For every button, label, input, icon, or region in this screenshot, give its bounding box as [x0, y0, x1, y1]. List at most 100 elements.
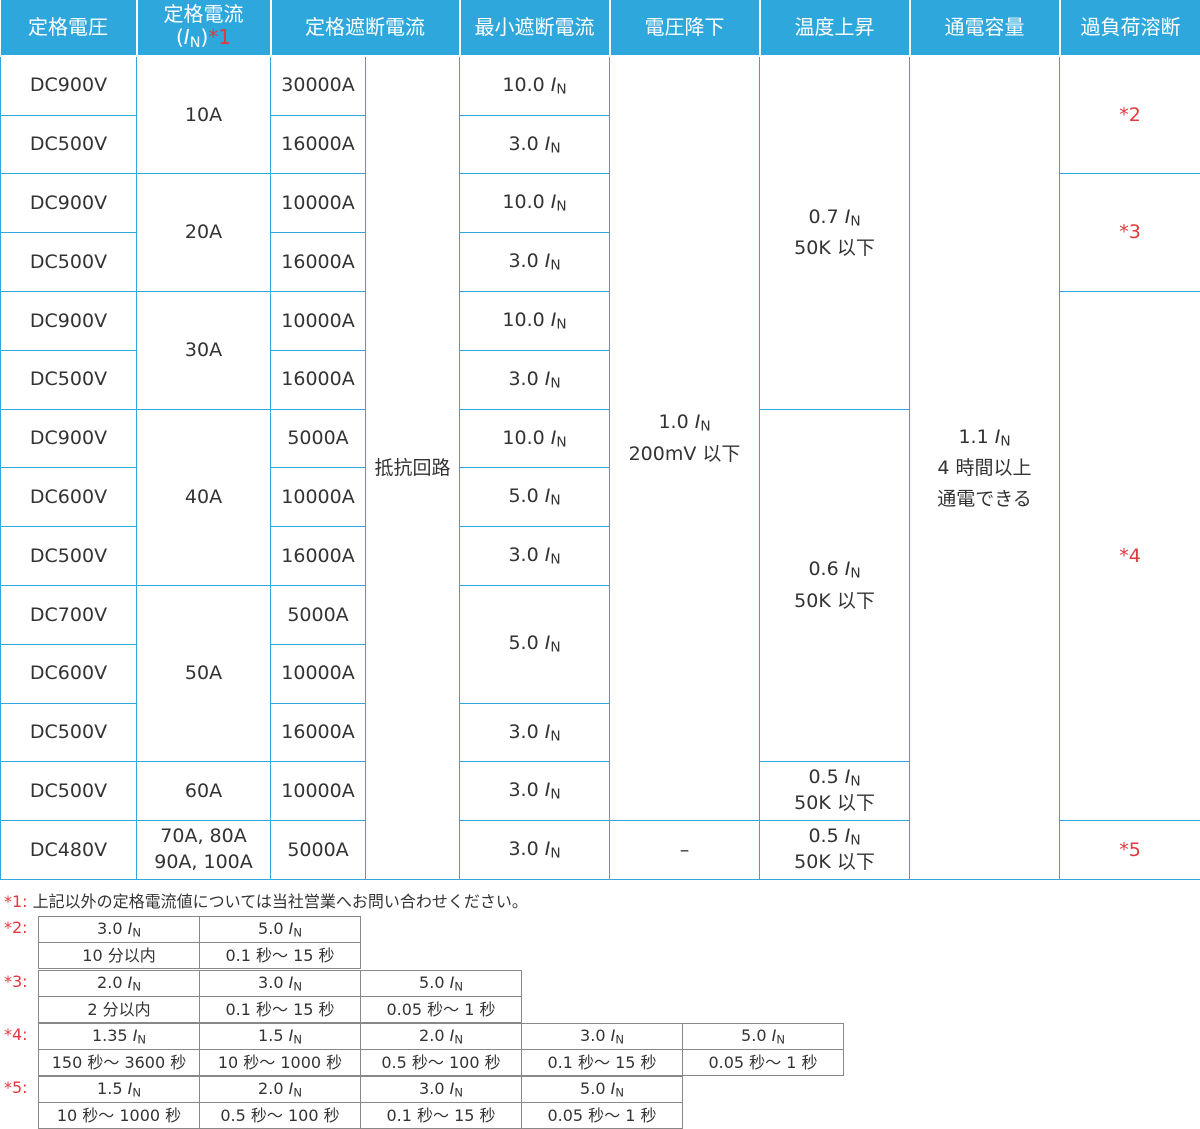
note-value: 3.0: [97, 919, 122, 938]
note-time-cell: 0.5 秒～ 100 秒: [361, 1050, 522, 1076]
tr-value: 0.5: [808, 766, 838, 788]
note-time-cell: 0.05 秒～ 1 秒: [361, 997, 522, 1023]
table-row: 3.0 IN 5.0 IN: [39, 917, 361, 943]
tr-limit: 50K 以下: [794, 792, 875, 814]
note-current-cell: 2.0 IN: [39, 971, 200, 997]
min-value: 10.0: [502, 309, 544, 331]
table-row: 10 分以内 0.1 秒～ 15 秒: [39, 943, 361, 969]
note-value: 2.0: [97, 973, 122, 992]
voltage-cell: DC900V: [1, 291, 137, 350]
in-subscript: N: [550, 640, 560, 656]
min-value: 3.0: [508, 133, 538, 155]
current-cell: 50A: [137, 585, 271, 761]
min-value: 10.0: [502, 191, 544, 213]
min-value: 3.0: [508, 838, 538, 860]
interrupt-cell: 10000A: [271, 762, 366, 821]
note-time-cell: 0.1 秒～ 15 秒: [200, 943, 361, 969]
in-subscript: N: [293, 979, 302, 993]
header-min-interrupt: 最小遮断電流: [460, 0, 610, 56]
in-subscript: N: [293, 925, 302, 939]
note-value: 5.0: [419, 973, 444, 992]
note-time-cell: 150 秒～ 3600 秒: [39, 1050, 200, 1076]
note-time-cell: 0.1 秒～ 15 秒: [200, 997, 361, 1023]
current-line1: 70A, 80A: [160, 825, 246, 847]
header-current-note-mark: *1: [208, 25, 231, 49]
note-value: 1.35: [92, 1026, 128, 1045]
voltage-cell: DC480V: [1, 821, 137, 880]
min-value: 3.0: [508, 250, 538, 272]
note-current-cell: 1.5 IN: [200, 1024, 361, 1050]
tr-limit: 50K 以下: [794, 590, 875, 612]
cap-line3: 通電できる: [937, 488, 1032, 510]
note-time-cell: 10 秒～ 1000 秒: [39, 1103, 200, 1129]
voltage-cell: DC900V: [1, 409, 137, 468]
tr-value: 0.6: [808, 558, 838, 580]
note-mark: *4:: [4, 1025, 28, 1044]
note-current-cell: 5.0 IN: [522, 1077, 683, 1103]
interrupt-cell: 5000A: [271, 585, 366, 644]
in-subscript: N: [556, 199, 566, 215]
note-value: 2.0: [419, 1026, 444, 1045]
table-row: 2.0 IN 3.0 IN 5.0 IN: [39, 971, 522, 997]
in-subscript: N: [850, 213, 860, 229]
note-time-cell: 10 秒～ 1000 秒: [200, 1050, 361, 1076]
header-voltage-drop: 電圧降下: [610, 0, 760, 56]
voltage-cell: DC900V: [1, 56, 137, 115]
header-current-subscript: N: [190, 35, 201, 51]
header-current-label: 定格電流: [164, 2, 244, 26]
current-cell: 40A: [137, 409, 271, 585]
interrupt-cell: 30000A: [271, 56, 366, 115]
note-mark: *1:: [4, 892, 28, 911]
interrupt-cell: 16000A: [271, 115, 366, 174]
note-value: 3.0: [258, 973, 283, 992]
note-table-2: 3.0 IN 5.0 IN 10 分以内 0.1 秒～ 15 秒: [38, 916, 361, 969]
interrupt-cell: 10000A: [271, 291, 366, 350]
interrupt-cell: 10000A: [271, 644, 366, 703]
voltage-cell: DC500V: [1, 527, 137, 586]
current-cell: 60A: [137, 762, 271, 821]
note-time-cell: 2 分以内: [39, 997, 200, 1023]
header-row: 定格電圧 定格電流 (IN)*1 定格遮断電流 最小遮断電流 電圧降下 温度上昇…: [1, 0, 1200, 56]
voltage-cell: DC500V: [1, 233, 137, 292]
in-subscript: N: [1000, 433, 1010, 449]
table-row: 10 秒～ 1000 秒 0.5 秒～ 100 秒 0.1 秒～ 15 秒 0.…: [39, 1103, 683, 1129]
min-value: 5.0: [508, 632, 538, 654]
interrupt-cell: 5000A: [271, 821, 366, 880]
voltage-cell: DC500V: [1, 762, 137, 821]
note-time-cell: 0.05 秒～ 1 秒: [683, 1050, 844, 1076]
note-time-cell: 0.1 秒～ 15 秒: [522, 1050, 683, 1076]
min-value: 10.0: [502, 74, 544, 96]
overload-note-4: *4: [1060, 291, 1200, 820]
voltage-drop-cell: –: [610, 821, 760, 880]
note-table-3: 2.0 IN 3.0 IN 5.0 IN 2 分以内 0.1 秒～ 15 秒 0…: [38, 970, 522, 1023]
in-subscript: N: [132, 1085, 141, 1099]
current-cell: 70A, 80A 90A, 100A: [137, 821, 271, 880]
header-interrupt: 定格遮断電流: [271, 0, 460, 56]
voltage-cell: DC500V: [1, 703, 137, 762]
table-row: 150 秒～ 3600 秒 10 秒～ 1000 秒 0.5 秒～ 100 秒 …: [39, 1050, 844, 1076]
header-capacity: 通電容量: [910, 0, 1060, 56]
min-value: 3.0: [508, 779, 538, 801]
min-interrupt-cell: 10.0 IN: [460, 174, 610, 233]
note-current-cell: 5.0 IN: [361, 971, 522, 997]
interrupt-cell: 5000A: [271, 409, 366, 468]
fuse-spec-table: 定格電圧 定格電流 (IN)*1 定格遮断電流 最小遮断電流 電圧降下 温度上昇…: [0, 0, 1200, 880]
vd-limit: 200mV 以下: [629, 443, 741, 465]
tr-value: 0.5: [808, 825, 838, 847]
note-current-cell: 5.0 IN: [200, 917, 361, 943]
voltage-cell: DC600V: [1, 644, 137, 703]
current-line2: 90A, 100A: [154, 851, 253, 873]
in-subscript: N: [550, 140, 560, 156]
table-row: 1.35 IN 1.5 IN 2.0 IN 3.0 IN 5.0 IN: [39, 1024, 844, 1050]
min-value: 3.0: [508, 544, 538, 566]
interrupt-cell: 16000A: [271, 527, 366, 586]
min-value: 3.0: [508, 368, 538, 390]
in-subscript: N: [550, 846, 560, 862]
note-current-cell: 5.0 IN: [683, 1024, 844, 1050]
note-mark: *5:: [4, 1078, 28, 1097]
min-value: 5.0: [508, 485, 538, 507]
note-table-4: 1.35 IN 1.5 IN 2.0 IN 3.0 IN 5.0 IN 150 …: [38, 1023, 844, 1076]
min-interrupt-cell: 10.0 IN: [460, 56, 610, 115]
